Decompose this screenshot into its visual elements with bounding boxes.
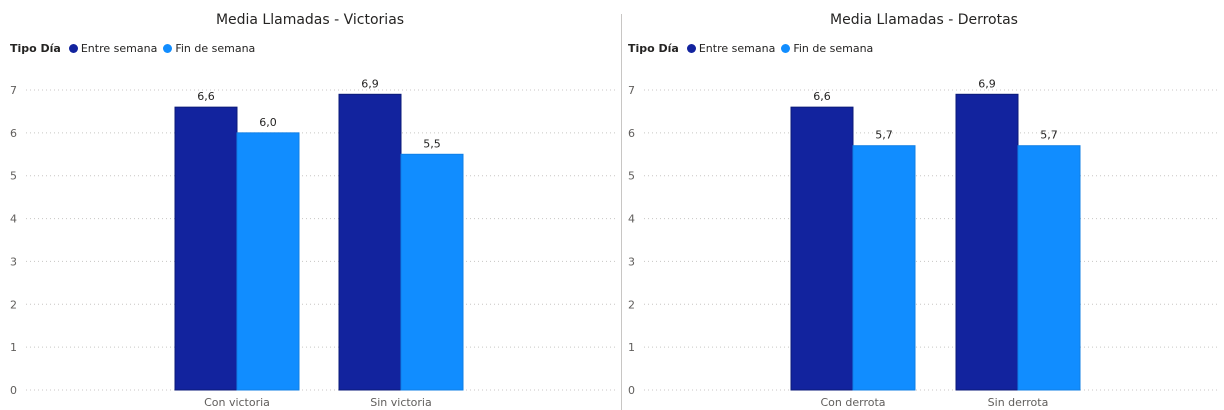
legend-title: Tipo Día	[628, 42, 679, 55]
y-tick-label: 0	[628, 384, 635, 397]
bar	[1017, 145, 1081, 391]
chart-derrotas: Media Llamadas - Derrotas Tipo Día Entre…	[624, 0, 1224, 410]
legend-label: Fin de semana	[175, 42, 256, 55]
x-tick-label: Con victoria	[204, 396, 270, 409]
chart-victorias: Media Llamadas - Victorias Tipo Día Entr…	[10, 12, 615, 409]
legend-item-fin-de-semana[interactable]: Fin de semana	[163, 42, 255, 55]
legend-item-fin-de-semana[interactable]: Fin de semana	[781, 42, 873, 55]
y-tick-label: 6	[628, 127, 635, 140]
data-label: 6,6	[197, 90, 215, 103]
y-tick-label: 4	[628, 213, 635, 226]
legend: Tipo Día Entre semana Fin de semana	[628, 42, 873, 55]
y-tick-label: 1	[628, 341, 635, 354]
y-tick-label: 4	[10, 213, 17, 226]
y-tick-label: 2	[10, 298, 17, 311]
y-tick-label: 5	[10, 170, 17, 183]
legend-dot-icon	[686, 44, 696, 53]
x-tick-label: Con derrota	[820, 396, 885, 409]
y-tick-label: 6	[10, 127, 17, 140]
bar	[852, 145, 916, 391]
panel-divider	[621, 14, 622, 410]
bar	[400, 153, 464, 391]
data-label: 6,9	[361, 77, 379, 90]
y-tick-label: 7	[10, 84, 17, 97]
data-label: 5,7	[1040, 129, 1058, 142]
data-label: 6,6	[813, 90, 831, 103]
y-tick-label: 1	[10, 341, 17, 354]
chart-title: Media Llamadas - Derrotas	[830, 12, 1018, 28]
chart-title: Media Llamadas - Victorias	[215, 12, 405, 28]
legend-label: Entre semana	[698, 42, 776, 55]
legend-item-entre-semana[interactable]: Entre semana	[686, 42, 776, 55]
legend: Tipo Día Entre semana Fin de semana	[10, 42, 255, 55]
data-label: 6,0	[259, 116, 277, 129]
x-tick-label: Sin derrota	[988, 396, 1049, 409]
y-tick-label: 7	[628, 84, 635, 97]
bar	[955, 93, 1019, 391]
bar	[338, 93, 402, 391]
legend-dot-icon	[163, 44, 173, 53]
bar	[790, 106, 854, 391]
y-tick-label: 5	[628, 170, 635, 183]
legend-dot-icon	[68, 44, 78, 53]
plot-area: 0 1 2 3 4 5 6 7 6,6 5,7 Con derrota 6,9 5,7 Sin derro…	[628, 77, 1220, 409]
data-label: 5,7	[875, 129, 893, 142]
legend-dot-icon	[781, 44, 791, 53]
x-tick-label: Sin victoria	[370, 396, 431, 409]
y-tick-label: 0	[10, 384, 17, 397]
y-tick-label: 3	[10, 255, 17, 268]
legend-title: Tipo Día	[10, 42, 61, 55]
y-tick-label: 3	[628, 255, 635, 268]
legend-label: Fin de semana	[793, 42, 874, 55]
legend-item-entre-semana[interactable]: Entre semana	[68, 42, 158, 55]
bar	[236, 132, 300, 391]
bar	[174, 106, 238, 391]
data-label: 6,9	[978, 77, 996, 90]
y-tick-label: 2	[628, 298, 635, 311]
data-label: 5,5	[423, 137, 441, 150]
legend-label: Entre semana	[80, 42, 158, 55]
plot-area: 0 1 2 3 4 5 6 7 6,6 6,0 Con victoria 6,9 5,5 Sin vict…	[10, 77, 615, 409]
